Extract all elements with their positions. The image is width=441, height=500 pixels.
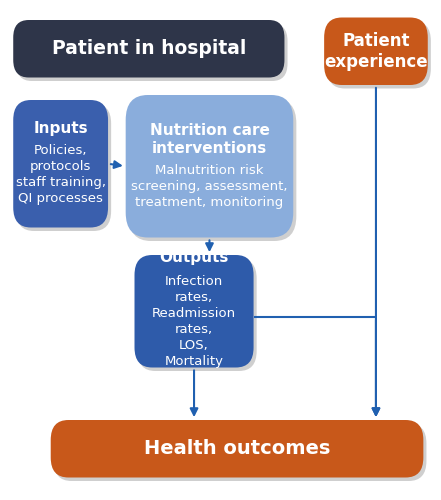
FancyBboxPatch shape <box>16 104 111 231</box>
FancyBboxPatch shape <box>138 258 257 371</box>
Text: Nutrition care
interventions: Nutrition care interventions <box>149 123 269 156</box>
Text: Health outcomes: Health outcomes <box>144 439 330 458</box>
FancyBboxPatch shape <box>324 18 428 85</box>
FancyBboxPatch shape <box>129 98 296 241</box>
Text: Outputs: Outputs <box>159 250 229 266</box>
FancyBboxPatch shape <box>51 420 423 478</box>
FancyBboxPatch shape <box>54 424 426 481</box>
FancyBboxPatch shape <box>13 20 284 78</box>
Text: Patient in hospital: Patient in hospital <box>52 40 246 58</box>
FancyBboxPatch shape <box>327 21 431 88</box>
FancyBboxPatch shape <box>16 24 288 81</box>
Text: Malnutrition risk
screening, assessment,
treatment, monitoring: Malnutrition risk screening, assessment,… <box>131 164 288 210</box>
Text: Infection
rates,
Readmission
rates,
LOS,
Mortality: Infection rates, Readmission rates, LOS,… <box>152 275 236 368</box>
Text: Inputs: Inputs <box>34 120 88 136</box>
FancyBboxPatch shape <box>135 255 254 368</box>
Text: Policies,
protocols
staff training,
QI processes: Policies, protocols staff training, QI p… <box>15 144 106 204</box>
FancyBboxPatch shape <box>13 100 108 228</box>
Text: Patient
experience: Patient experience <box>324 32 428 71</box>
FancyBboxPatch shape <box>126 95 293 238</box>
